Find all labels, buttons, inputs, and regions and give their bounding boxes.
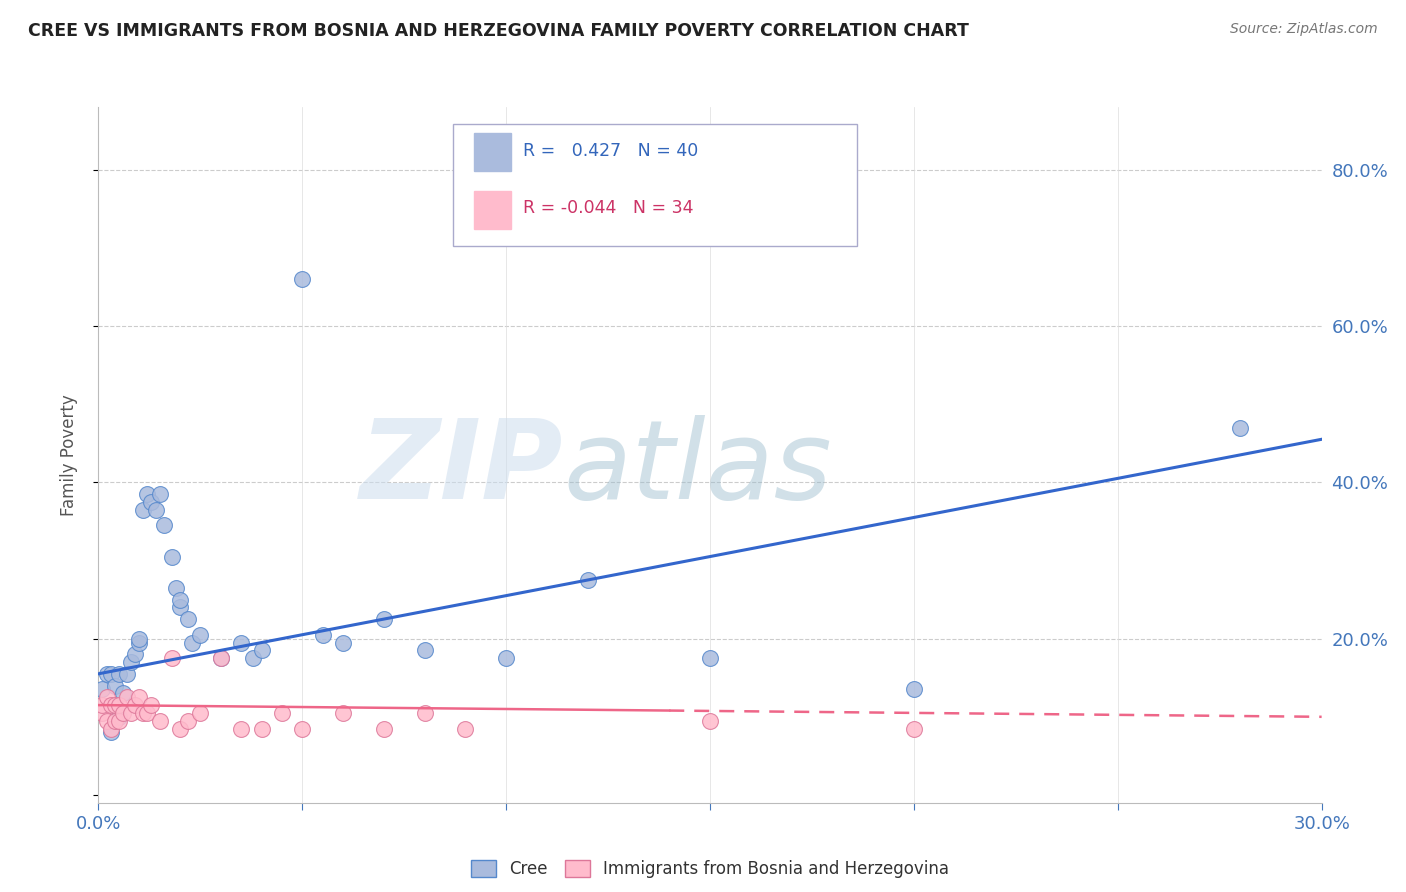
Point — [177, 714, 200, 728]
Point — [903, 682, 925, 697]
Point — [242, 651, 264, 665]
Point — [115, 690, 138, 705]
Point — [100, 666, 122, 681]
Point — [231, 635, 253, 649]
Point — [177, 612, 200, 626]
Point — [373, 722, 395, 736]
Point — [128, 632, 150, 646]
Point — [413, 643, 436, 657]
Point — [91, 698, 114, 712]
Point — [128, 635, 150, 649]
Point — [188, 706, 212, 720]
Point — [124, 647, 146, 661]
Point — [181, 635, 204, 649]
Legend: Cree, Immigrants from Bosnia and Herzegovina: Cree, Immigrants from Bosnia and Herzego… — [464, 854, 956, 885]
Point — [149, 714, 172, 728]
Point — [188, 628, 212, 642]
Point — [108, 714, 131, 728]
Point — [100, 722, 122, 736]
Point — [100, 725, 122, 739]
Point — [413, 706, 436, 720]
Text: ZIP: ZIP — [360, 416, 564, 523]
Point — [291, 272, 314, 286]
Point — [332, 635, 354, 649]
Point — [454, 722, 477, 736]
Bar — [474, 191, 510, 229]
Y-axis label: Family Poverty: Family Poverty — [59, 394, 77, 516]
Bar — [474, 133, 510, 171]
Point — [91, 706, 114, 720]
Point — [104, 679, 127, 693]
Point — [495, 651, 517, 665]
Point — [576, 573, 599, 587]
Point — [699, 651, 721, 665]
Point — [136, 487, 159, 501]
Point — [699, 714, 721, 728]
Point — [108, 698, 131, 712]
Point — [104, 698, 127, 712]
Point — [132, 502, 155, 516]
Point — [120, 655, 142, 669]
Point — [111, 686, 134, 700]
Point — [231, 722, 253, 736]
Point — [373, 612, 395, 626]
Point — [291, 722, 314, 736]
Point — [104, 714, 127, 728]
Point — [209, 651, 232, 665]
Point — [96, 714, 118, 728]
Point — [115, 666, 138, 681]
Point — [169, 592, 191, 607]
Text: R =   0.427   N = 40: R = 0.427 N = 40 — [523, 142, 699, 160]
Text: atlas: atlas — [564, 416, 832, 523]
Point — [209, 651, 232, 665]
Text: CREE VS IMMIGRANTS FROM BOSNIA AND HERZEGOVINA FAMILY POVERTY CORRELATION CHART: CREE VS IMMIGRANTS FROM BOSNIA AND HERZE… — [28, 22, 969, 40]
Point — [124, 698, 146, 712]
Point — [132, 706, 155, 720]
Point — [312, 628, 335, 642]
Text: R = -0.044   N = 34: R = -0.044 N = 34 — [523, 199, 693, 217]
Point — [111, 706, 134, 720]
Point — [91, 682, 114, 697]
Text: Source: ZipAtlas.com: Source: ZipAtlas.com — [1230, 22, 1378, 37]
Point — [141, 698, 163, 712]
Point — [270, 706, 294, 720]
Point — [332, 706, 354, 720]
Point — [96, 690, 118, 705]
Point — [136, 706, 159, 720]
Point — [96, 666, 118, 681]
Point — [169, 722, 191, 736]
Point — [100, 698, 122, 712]
Point — [152, 518, 174, 533]
Point — [108, 710, 131, 724]
Point — [145, 502, 167, 516]
Point — [160, 549, 183, 564]
Point — [903, 722, 925, 736]
FancyBboxPatch shape — [453, 124, 856, 246]
Point — [1229, 420, 1251, 434]
Point — [250, 722, 273, 736]
Point — [108, 666, 131, 681]
Point — [165, 581, 187, 595]
Point — [250, 643, 273, 657]
Point — [128, 690, 150, 705]
Point — [120, 706, 142, 720]
Point — [160, 651, 183, 665]
Point — [169, 600, 191, 615]
Point — [149, 487, 172, 501]
Point — [141, 495, 163, 509]
